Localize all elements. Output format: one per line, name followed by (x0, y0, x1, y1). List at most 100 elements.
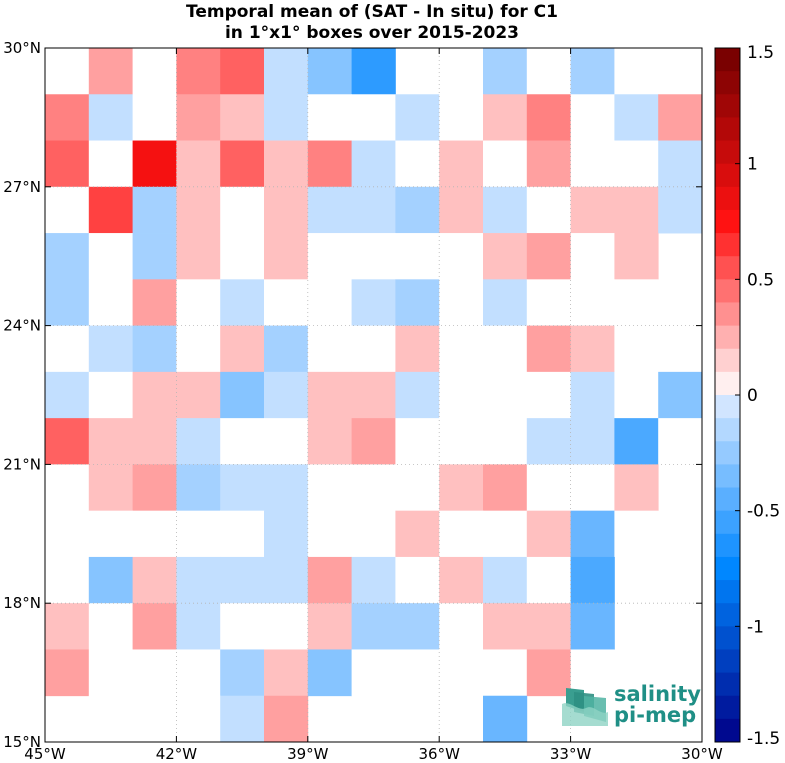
heatmap-cell (264, 233, 309, 280)
heatmap-cell (176, 140, 221, 188)
plot-frame (44, 47, 703, 743)
colorbar-tick-label: -1 (747, 617, 764, 637)
colorbar-segment (715, 256, 740, 280)
heatmap-cell (483, 325, 528, 373)
heatmap-cell (45, 418, 90, 465)
heatmap-cell (439, 649, 484, 697)
heatmap-cell (88, 556, 133, 604)
heatmap-cell (526, 418, 571, 465)
heatmap-cell (45, 325, 90, 373)
heatmap-cell (220, 603, 265, 650)
heatmap-cell (526, 48, 571, 95)
heatmap-cell (526, 371, 571, 419)
colorbar-segment (715, 649, 740, 674)
chart-subtitle: in 1°x1° boxes over 2015-2023 (225, 23, 519, 43)
y-tick-label: 30°N (3, 39, 41, 57)
heatmap-cell (307, 418, 352, 465)
colorbar-segment (715, 556, 740, 581)
colorbar-segment (715, 209, 740, 234)
heatmap-cell (264, 48, 309, 95)
heatmap-cell (395, 279, 440, 326)
heatmap-cell (351, 418, 396, 465)
colorbar-segment (715, 395, 740, 419)
heatmap-cell (351, 140, 396, 188)
heatmap-cell (570, 510, 615, 558)
heatmap-cell (351, 464, 396, 512)
heatmap-cell (176, 418, 221, 465)
colorbar-segment (715, 510, 740, 535)
heatmap-cell (483, 140, 528, 188)
heatmap-cell (351, 233, 396, 280)
heatmap-cell (88, 510, 133, 558)
x-tick-label: 42°W (156, 745, 198, 763)
heatmap-cell (132, 94, 177, 141)
colorbar-tick-label: 1 (747, 155, 758, 175)
heatmap-cell (307, 140, 352, 188)
heatmap-cell (220, 649, 265, 697)
colorbar-tick-label: -1.5 (747, 729, 780, 749)
heatmap-cell (132, 695, 177, 743)
colorbar-segment (715, 302, 740, 327)
heatmap-cell (351, 94, 396, 141)
heatmap-cell (570, 464, 615, 512)
heatmap-cell (264, 94, 309, 141)
heatmap-cell (395, 556, 440, 604)
heatmap-cell (483, 649, 528, 697)
heatmap-cell (614, 48, 659, 95)
colorbar-segment (715, 71, 740, 95)
colorbar (714, 47, 741, 743)
heatmap-cell (88, 695, 133, 743)
heatmap-cell (570, 233, 615, 280)
heatmap-cell (526, 279, 571, 326)
heatmap-cell (439, 140, 484, 188)
heatmap-cell (439, 233, 484, 280)
heatmap-cell (483, 371, 528, 419)
heatmap-cell (132, 279, 177, 326)
colorbar-segment (715, 695, 740, 720)
heatmap-cell (439, 186, 484, 234)
heatmap-cell (351, 603, 396, 650)
heatmap-cell (526, 603, 571, 650)
heatmap-cell (570, 556, 615, 604)
heatmap-cell (132, 649, 177, 697)
wave-logo-icon (562, 688, 608, 726)
heatmap-cell (614, 186, 659, 234)
heatmap-cell (88, 603, 133, 650)
heatmap-cell (220, 464, 265, 512)
heatmap-cell (395, 186, 440, 234)
heatmap-cell (614, 233, 659, 280)
heatmap-cell (220, 556, 265, 604)
salinity-pimep-logo: salinity pi-mep (562, 682, 701, 727)
heatmap-cell (132, 510, 177, 558)
heatmap-cell (439, 371, 484, 419)
heatmap-cell (614, 464, 659, 512)
heatmap-cell (526, 556, 571, 604)
heatmap-cell (132, 418, 177, 465)
y-axis-ticks: 15°N 18°N 21°N 24°N 27°N 30°N (3, 39, 702, 751)
heatmap-cell (132, 233, 177, 280)
heatmap-cell (264, 695, 309, 743)
y-tick-label: 27°N (3, 178, 41, 196)
x-tick-label: 30°W (681, 745, 723, 763)
heatmap-cell (614, 371, 659, 419)
heatmap-cell (264, 556, 309, 604)
heatmap-cell (658, 186, 703, 234)
colorbar-segment (715, 117, 740, 142)
heatmap-cell (395, 649, 440, 697)
heatmap-cell (395, 371, 440, 419)
heatmap-cell (483, 556, 528, 604)
heatmap-cell (614, 94, 659, 141)
heatmap-cell (264, 603, 309, 650)
heatmap-cell (526, 186, 571, 234)
heatmap-cell (614, 279, 659, 326)
heatmap-cell (483, 94, 528, 141)
heatmap-cell (351, 556, 396, 604)
heatmap-cell (264, 186, 309, 234)
heatmap-cell (88, 279, 133, 326)
heatmap-cell (176, 94, 221, 141)
heatmap-cell (307, 649, 352, 697)
heatmap-cell (45, 649, 90, 697)
heatmap-cell (526, 464, 571, 512)
heatmap-cell (395, 603, 440, 650)
